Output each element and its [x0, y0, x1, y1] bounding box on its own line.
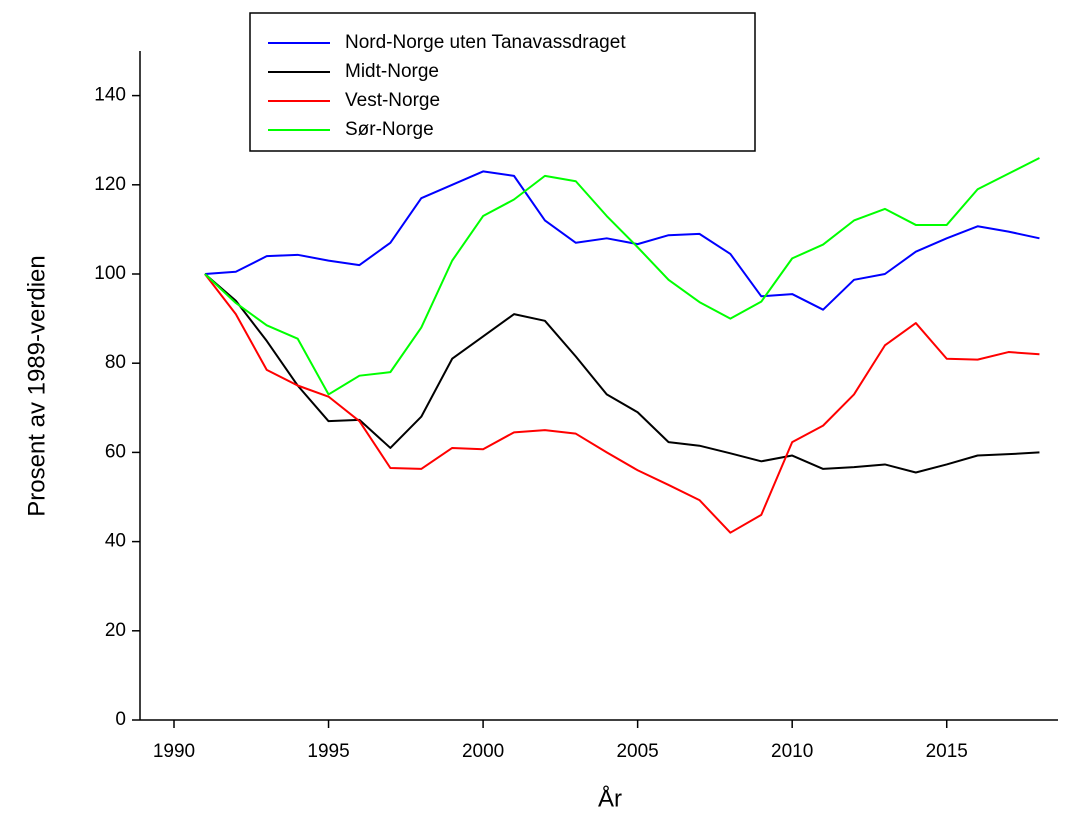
y-tick-label: 140 [94, 85, 126, 106]
x-tick-label: 1990 [153, 741, 195, 762]
y-tick-label: 100 [94, 263, 126, 284]
line-series [204, 273, 1040, 474]
x-tick-label: 2015 [926, 741, 968, 762]
y-tick-label: 0 [115, 709, 126, 730]
y-tick-label: 40 [105, 531, 126, 552]
legend-label: Vest-Norge [345, 90, 440, 111]
line-series [204, 157, 1040, 396]
line-series [204, 170, 1040, 311]
y-axis-label: Prosent av 1989-verdien [23, 255, 50, 517]
legend-label: Sør-Norge [345, 119, 434, 140]
x-tick-label: 2005 [616, 741, 658, 762]
legend-box [249, 12, 756, 152]
y-tick-label: 80 [105, 352, 126, 373]
x-tick-label: 1995 [307, 741, 349, 762]
x-tick-label: 2000 [462, 741, 504, 762]
legend: Nord-Norge uten Tanavassdraget Midt-Norge… [249, 12, 756, 152]
legend-label: Midt-Norge [345, 61, 439, 82]
x-tick-label: 2010 [771, 741, 813, 762]
x-axis-label: År [598, 784, 622, 812]
line-series [204, 273, 1040, 534]
y-tick-label: 120 [94, 174, 126, 195]
legend-label: Nord-Norge uten Tanavassdraget [345, 32, 626, 53]
y-tick-label: 60 [105, 441, 126, 462]
y-tick-label: 20 [105, 620, 126, 641]
